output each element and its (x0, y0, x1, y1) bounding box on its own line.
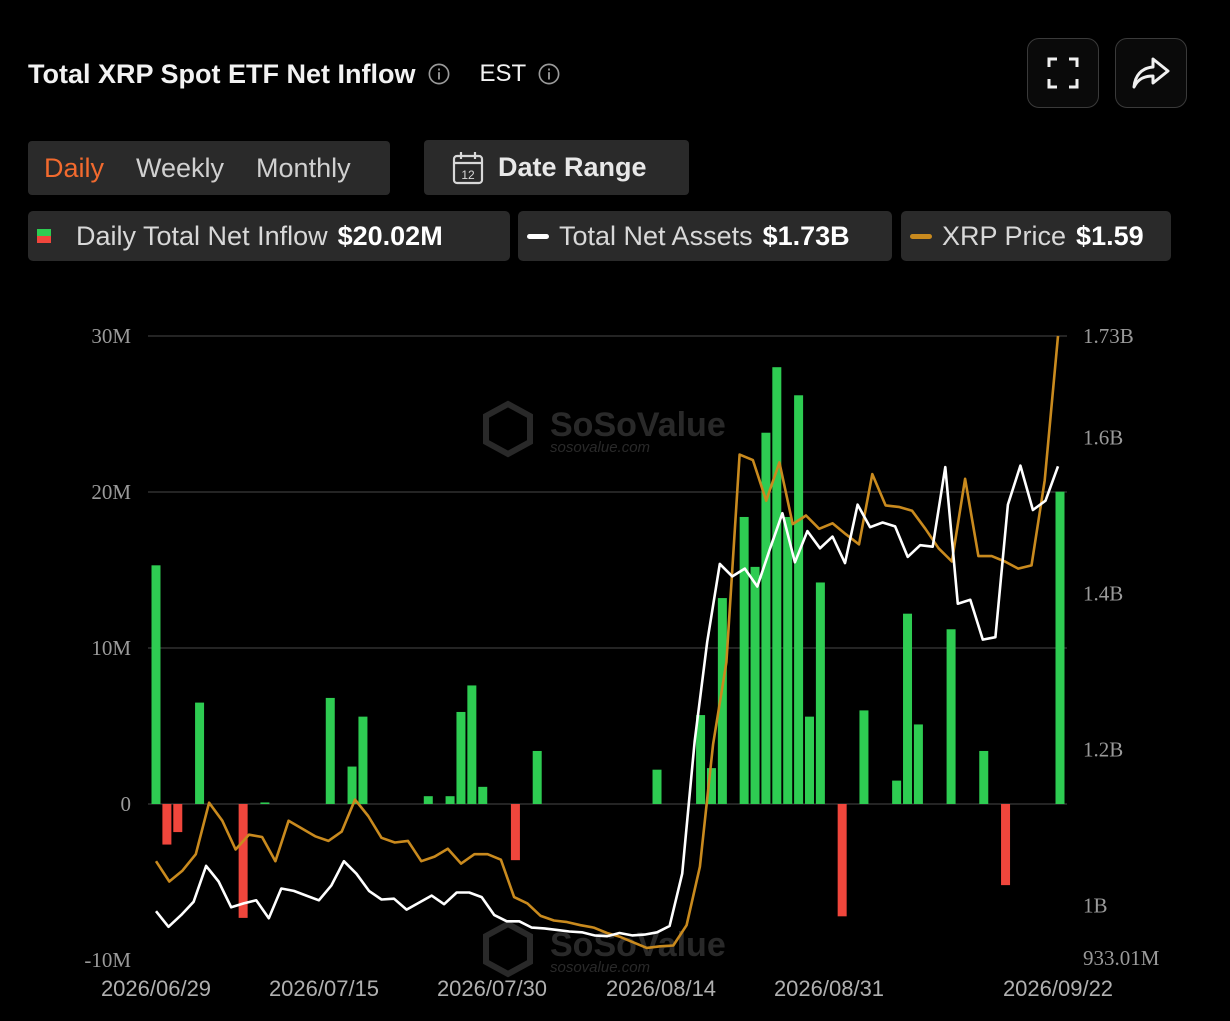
tab-monthly[interactable]: Monthly (256, 152, 351, 183)
inflow-bar (717, 598, 727, 804)
inflow-bar (979, 750, 989, 804)
inflow-bar (794, 395, 804, 804)
inflow-bar (739, 516, 749, 804)
inflow-bar (913, 724, 923, 804)
price-swatch (910, 233, 932, 239)
series-lines (154, 335, 1060, 950)
inflow-bar (837, 804, 847, 917)
assets-legend-value: $1.73B (762, 220, 850, 251)
x-tick-label: 2026/08/14 (606, 976, 716, 1001)
legend-assets[interactable]: Total Net Assets $1.73B (518, 211, 892, 261)
timezone-info-icon[interactable] (538, 63, 560, 85)
calendar-icon: 12 (452, 151, 484, 184)
watermark-url-2: sosovalue.com (550, 959, 650, 976)
inflow-bar (456, 711, 466, 804)
y-right-tick-label: 1.2B (1083, 738, 1123, 762)
inflow-bar (162, 804, 172, 845)
y-right-tick-label: 933.01M (1083, 946, 1160, 970)
x-axis-labels: 2026/06/29 2026/07/15 2026/07/30 2026/08/14… (101, 976, 1113, 1001)
inflow-swatch (37, 229, 51, 243)
inflow-bar (772, 367, 782, 804)
grid-lines (148, 335, 1067, 805)
inflow-bar (652, 769, 662, 804)
legend-price[interactable]: XRP Price $1.59 (901, 211, 1171, 261)
chart-header: Total XRP Spot ETF Net Inflow EST (28, 52, 560, 96)
chart-title: Total XRP Spot ETF Net Inflow (28, 58, 416, 89)
watermarks: SoSoValue sosovalue.com SoSoValue sosova… (483, 400, 726, 978)
y-axis-labels: 30M 20M 10M 0 -10M 1.73B 1.6B 1.4B 1.2B 1B 933.01M (84, 324, 1159, 972)
inflow-legend-value: $20.02M (337, 220, 443, 251)
inflow-bar (815, 582, 825, 804)
inflow-bar (151, 565, 161, 804)
legend-inflow[interactable]: Daily Total Net Inflow $20.02M (28, 211, 510, 261)
x-tick-label: 2026/06/29 (101, 976, 211, 1001)
period-tabs: Daily Weekly Monthly (28, 141, 390, 195)
fullscreen-button[interactable] (1027, 38, 1099, 108)
y-left-tick-label: -10M (84, 948, 131, 972)
inflow-bar (696, 715, 706, 804)
x-tick-label: 2026/07/30 (437, 976, 547, 1001)
watermark-brand-1: SoSoValue (550, 406, 726, 444)
inflow-bar (195, 702, 205, 804)
assets-swatch (527, 233, 549, 239)
y-left-tick-label: 30M (91, 324, 131, 348)
inflow-bar (706, 768, 716, 804)
inflow-bar (946, 629, 956, 804)
x-tick-label: 2026/07/15 (269, 976, 379, 1001)
y-left-tick-label: 0 (121, 792, 132, 816)
watermark-logo-2 (483, 920, 533, 978)
inflow-bar (445, 796, 455, 804)
inflow-bar (859, 710, 869, 804)
watermark-url-1: sosovalue.com (550, 439, 650, 456)
inflow-bar (903, 613, 913, 804)
share-button[interactable] (1115, 38, 1187, 108)
inflow-bar (478, 786, 488, 804)
tab-weekly[interactable]: Weekly (136, 152, 225, 183)
chart-area: SoSoValue sosovalue.com SoSoValue sosova… (0, 300, 1230, 1016)
date-range-label: Date Range (498, 152, 647, 182)
tab-daily[interactable]: Daily (44, 152, 105, 183)
net-assets-line (154, 464, 1060, 938)
inflow-bar (804, 716, 814, 804)
assets-legend-label: Total Net Assets (559, 220, 753, 251)
inflow-legend-label: Daily Total Net Inflow (76, 220, 328, 251)
inflow-bar (892, 780, 902, 804)
inflow-bar (510, 804, 520, 861)
inflow-bar (358, 716, 368, 804)
inflow-bar (325, 697, 335, 804)
inflow-bar (1055, 491, 1065, 804)
chart-svg: SoSoValue sosovalue.com SoSoValue sosova… (84, 324, 1159, 1001)
x-tick-label: 2026/09/22 (1003, 976, 1113, 1001)
date-range-button[interactable]: 12 Date Range (424, 140, 689, 195)
calendar-day-number: 12 (461, 168, 475, 182)
price-legend-label: XRP Price (942, 220, 1067, 251)
info-icon[interactable] (428, 63, 450, 85)
inflow-bar (423, 796, 433, 804)
y-right-tick-label: 1.73B (1083, 324, 1134, 348)
inflow-bars (151, 367, 1065, 918)
inflow-bar (783, 516, 793, 804)
y-right-tick-label: 1.6B (1083, 425, 1123, 449)
timezone-label: EST (479, 60, 527, 87)
y-left-tick-label: 10M (91, 636, 131, 660)
inflow-bar (173, 804, 183, 833)
inflow-bar (260, 802, 270, 804)
y-right-tick-label: 1.4B (1083, 582, 1123, 606)
price-legend-value: $1.59 (1076, 220, 1144, 251)
share-icon (1132, 57, 1170, 89)
fullscreen-icon (1047, 57, 1079, 89)
inflow-bar (347, 766, 357, 804)
inflow-bar (1001, 804, 1011, 886)
y-right-tick-label: 1B (1083, 894, 1108, 918)
price-line (154, 335, 1060, 950)
inflow-bar (750, 566, 760, 804)
inflow-bar (761, 432, 771, 804)
inflow-bar (467, 685, 477, 804)
watermark-logo-1 (483, 400, 533, 458)
inflow-bar (238, 804, 248, 918)
x-tick-label: 2026/08/31 (774, 976, 884, 1001)
inflow-bar (532, 750, 542, 804)
y-left-tick-label: 20M (91, 480, 131, 504)
